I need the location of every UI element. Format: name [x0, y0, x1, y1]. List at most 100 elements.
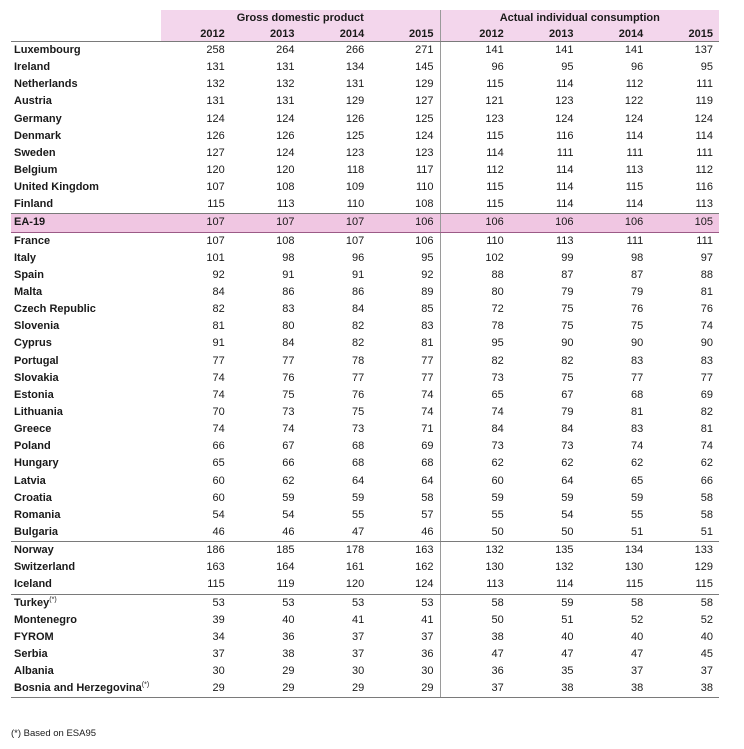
aic-value-cell: 112 [439, 161, 510, 180]
country-cell: Hungary [11, 455, 161, 472]
aic-value-cell: 113 [439, 576, 510, 595]
gdp-value-cell: 81 [421, 337, 434, 350]
gdp-value-cell: 74 [212, 371, 225, 384]
country-cell: EA-19 [11, 213, 161, 233]
gdp-value-cell: 29 [370, 680, 441, 699]
table-row: Sweden 127 124 123 123 114 111 111 111 [11, 144, 719, 162]
aic-value-cell: 62 [561, 457, 574, 470]
gdp-value-cell: 127 [415, 95, 434, 108]
aic-value-cell: 79 [561, 286, 574, 299]
aic-value-cell: 45 [700, 647, 714, 660]
aic-value-cell: 123 [555, 95, 574, 108]
gdp-value-cell: 38 [282, 647, 295, 660]
gdp-value-cell: 129 [345, 95, 365, 108]
group-header-row: Gross domestic product Actual individual… [11, 10, 720, 27]
aic-value-cell: 50 [439, 523, 510, 543]
gdp-value-cell: 134 [345, 61, 365, 74]
table-row: Hungary 65 66 68 68 62 62 62 62 [11, 455, 719, 473]
gdp-value-cell: 71 [421, 423, 434, 436]
aic-value-cell: 132 [439, 541, 510, 560]
gdp-value-cell: 106 [370, 213, 441, 233]
aic-value-cell: 90 [700, 337, 714, 350]
gdp-value-cell: 91 [212, 337, 225, 350]
country-name: Poland [14, 440, 51, 453]
gdp-value-cell: 53 [212, 596, 225, 609]
table-row: Spain 92 91 91 92 88 87 87 88 [11, 266, 719, 284]
gdp-value-cell: 84 [212, 286, 225, 299]
aic-value-cell: 83 [631, 354, 644, 367]
aic-value-cell: 38 [579, 680, 650, 699]
table-row: United Kingdom 107 108 109 110 115 114 115 116 [11, 179, 719, 197]
aic-value-cell: 47 [439, 645, 510, 664]
gdp-value-cell: 66 [212, 440, 225, 453]
gdp-value-cell: 68 [352, 457, 365, 470]
gdp-value-cell: 178 [345, 544, 365, 557]
gdp-value-cell: 77 [421, 371, 434, 384]
gdp-value-cell: 69 [421, 440, 434, 453]
gdp-value-cell: 29 [300, 680, 371, 699]
country-cell: Malta [11, 284, 161, 301]
aic-value-cell: 51 [579, 523, 650, 543]
country-cell: Greece [11, 421, 161, 438]
aic-value-cell: 134 [624, 544, 644, 557]
aic-value-cell: 40 [631, 630, 644, 643]
country-name: EA-19 [14, 216, 46, 229]
gdp-value-cell: 107 [206, 234, 225, 247]
aic-value-cell: 111 [696, 146, 714, 159]
gdp-value-cell: 163 [415, 544, 434, 557]
gdp-value-cell: 107 [300, 213, 371, 233]
aic-value-cell: 84 [439, 421, 510, 439]
gdp-value-cell: 82 [212, 303, 225, 316]
aic-value-cell: 114 [509, 576, 580, 595]
gdp-value-cell: 77 [352, 371, 365, 384]
aic-value-cell: 99 [561, 251, 574, 264]
aic-value-cell: 36 [439, 663, 510, 681]
table-row: Turkey(*) 53 53 53 53 58 59 58 58 [11, 594, 719, 612]
country-name: Latvia [14, 474, 46, 487]
gdp-value-cell: 41 [421, 613, 434, 626]
gdp-value-cell: 106 [415, 234, 434, 247]
gdp-value-cell: 108 [370, 196, 441, 215]
gdp-group-header: Gross domestic product [161, 10, 441, 27]
gdp-value-cell: 108 [276, 181, 295, 194]
gdp-value-cell: 73 [282, 406, 295, 419]
aic-value-cell: 59 [561, 491, 574, 504]
table-row: Lithuania 70 73 75 74 74 79 81 82 [11, 403, 719, 422]
gdp-value-cell: 75 [352, 406, 365, 419]
country-name: Netherlands [14, 78, 78, 91]
table-row: Slovakia 74 76 77 77 73 75 77 77 [11, 369, 719, 387]
aic-value-cell: 50 [439, 611, 510, 629]
gdp-value-cell: 73 [352, 423, 365, 436]
aic-value-cell: 124 [555, 112, 574, 125]
country-name: Bulgaria [14, 526, 59, 538]
aic-value-cell: 62 [439, 455, 510, 473]
aic-value-cell: 115 [439, 76, 510, 94]
country-cell: Ireland [11, 59, 161, 76]
aic-value-cell: 75 [631, 320, 644, 333]
aic-value-cell: 59 [631, 491, 644, 504]
aic-value-cell: 114 [579, 196, 650, 215]
aic-value-cell: 47 [561, 647, 574, 660]
aic-value-cell: 55 [439, 506, 510, 524]
year-header-row: 2012 2013 2014 2015 2012 2013 2014 2015 [11, 27, 720, 42]
gdp-value-cell: 124 [415, 129, 434, 142]
gdp-value-cell: 145 [415, 61, 434, 74]
gdp-value-cell: 131 [276, 61, 295, 74]
aic-value-cell: 58 [700, 491, 714, 504]
country-cell: Albania [11, 663, 161, 680]
gdp-value-cell: 131 [345, 78, 365, 91]
aic-value-cell: 112 [625, 78, 644, 91]
gdp-value-cell: 109 [345, 181, 365, 194]
country-name: Hungary [14, 457, 59, 470]
gdp-aic-table: Gross domestic product Actual individual… [11, 10, 720, 699]
gdp-value-cell: 37 [352, 647, 365, 660]
country-cell: Finland [11, 196, 161, 215]
gdp-value-cell: 30 [421, 665, 434, 678]
aic-value-cell: 51 [561, 613, 574, 626]
table-row: Slovenia 81 80 82 83 78 75 75 74 [11, 318, 719, 336]
country-cell: Norway [11, 542, 161, 560]
aic-value-cell: 58 [439, 594, 510, 612]
country-cell: Belgium [11, 162, 161, 179]
aic-value-cell: 79 [561, 406, 574, 419]
gdp-value-cell: 164 [276, 561, 295, 574]
